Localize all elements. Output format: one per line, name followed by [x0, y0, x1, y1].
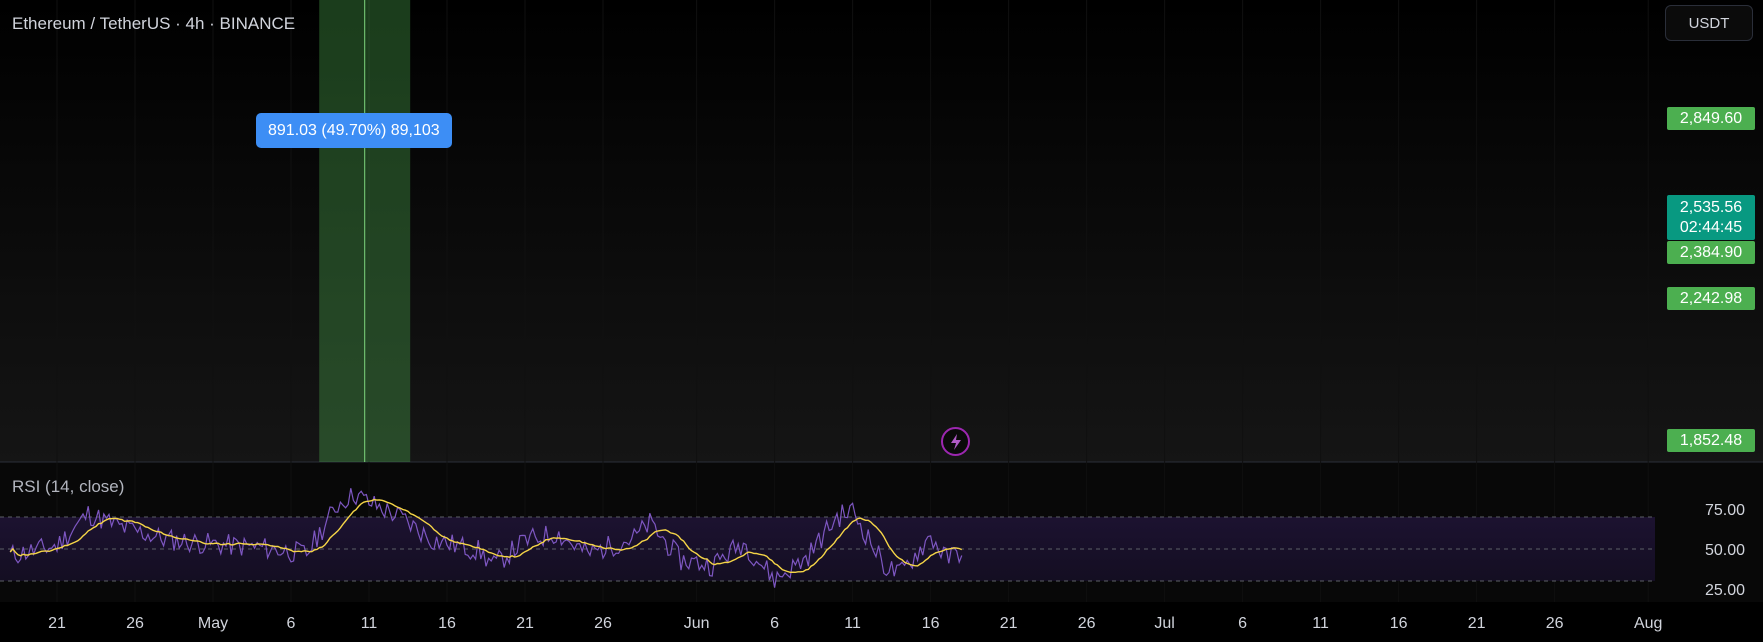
- price-pane-background: [0, 0, 1763, 462]
- rsi-indicator-label[interactable]: RSI (14, close): [12, 477, 125, 496]
- alert-button[interactable]: [941, 427, 970, 456]
- time-axis-label: 6: [770, 615, 779, 632]
- price-tag-level-2[interactable]: 2,384.90: [1667, 241, 1755, 264]
- time-axis-label: 16: [922, 615, 940, 632]
- time-axis-label: Aug: [1634, 615, 1662, 632]
- time-axis-label: 26: [126, 615, 144, 632]
- time-axis-label: 11: [361, 615, 378, 632]
- time-axis-label: 11: [844, 615, 861, 632]
- time-axis-label: 26: [1078, 615, 1096, 632]
- time-axis-label: 26: [1546, 615, 1564, 632]
- time-axis-label: 11: [1312, 615, 1329, 632]
- time-axis-label: 6: [1238, 615, 1247, 632]
- lightning-icon: [950, 433, 961, 450]
- rsi-moving-average: [9, 498, 963, 574]
- time-axis-label: 21: [48, 615, 66, 632]
- time-axis-label: May: [198, 615, 228, 632]
- bar-countdown: 02:44:45: [1679, 218, 1743, 236]
- time-axis-label: 21: [1000, 615, 1018, 632]
- rsi-axis-label: 75.00: [1705, 502, 1745, 519]
- time-axis-label: Jul: [1154, 615, 1174, 632]
- price-tag-level-1[interactable]: 2,849.60: [1667, 107, 1755, 130]
- time-axis-label: 21: [1468, 615, 1486, 632]
- time-axis-label: Jun: [684, 615, 710, 632]
- current-price-tag: 2,535.56 02:44:45: [1667, 195, 1755, 240]
- rsi-axis-label: 25.00: [1705, 582, 1745, 599]
- time-axis-label: 21: [516, 615, 534, 632]
- time-axis-label: 6: [287, 615, 296, 632]
- time-axis-label: 16: [438, 615, 456, 632]
- current-price-value: 2,535.56: [1679, 198, 1743, 216]
- price-tag-level-4[interactable]: 1,852.48: [1667, 429, 1755, 452]
- currency-button[interactable]: USDT: [1665, 5, 1753, 41]
- rsi-axis-label: 50.00: [1705, 542, 1745, 559]
- price-tag-level-3[interactable]: 2,242.98: [1667, 287, 1755, 310]
- measure-label[interactable]: 891.03 (49.70%) 89,103: [256, 113, 452, 148]
- rsi-line: [9, 488, 963, 588]
- time-axis-label: 16: [1390, 615, 1408, 632]
- chart-title[interactable]: Ethereum / TetherUS · 4h · BINANCE: [12, 14, 296, 33]
- time-axis-label: 26: [594, 615, 612, 632]
